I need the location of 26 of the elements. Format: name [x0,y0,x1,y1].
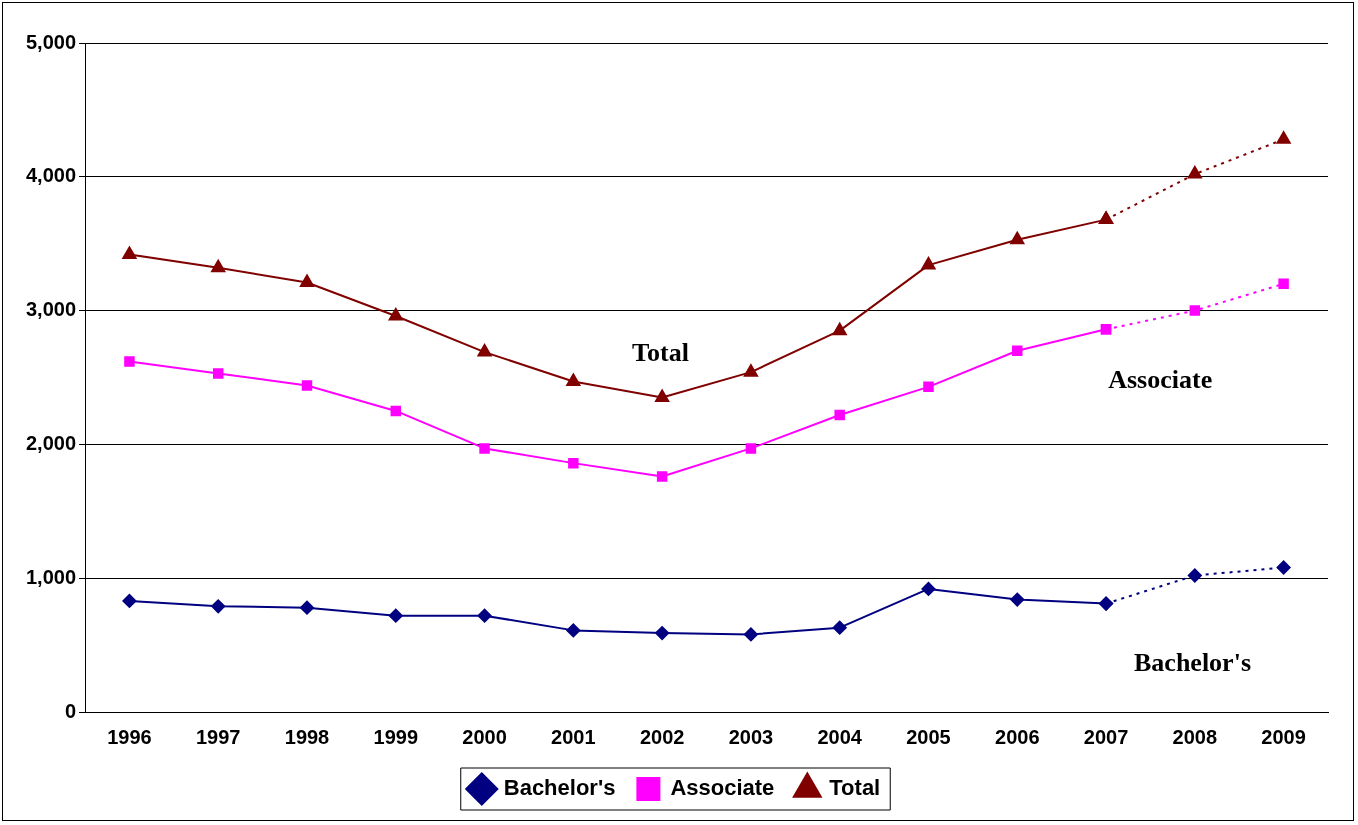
x-tick-label: 2000 [462,725,507,748]
x-tick-label: 1999 [373,725,419,748]
y-tick-label: 1,000 [25,565,77,588]
y-tick-label: 3,000 [25,298,77,321]
annotation: Bachelor's [1134,647,1252,677]
y-tick-label: 4,000 [25,164,77,187]
x-tick-label: 2004 [817,725,863,748]
x-tick-label: 2008 [1172,725,1218,748]
y-tick-label: 2,000 [25,431,77,454]
x-tick-label: 2003 [728,725,774,748]
x-tick-label: 2006 [995,725,1040,748]
x-tick-label: 2007 [1083,725,1129,748]
x-tick-label: 1998 [284,725,330,748]
x-tick-label: 1996 [107,725,152,748]
x-tick-label: 2005 [906,725,951,748]
x-tick-label: 1997 [195,725,241,748]
x-tick-label: 2001 [551,725,596,748]
annotation: Total [632,337,689,367]
y-tick-label: 5,000 [25,30,77,53]
legend-label: Associate [670,775,775,801]
x-tick-label: 2002 [639,725,685,748]
y-tick-label: 0 [64,699,77,722]
x-tick-label: 2009 [1261,725,1306,748]
legend-label: Bachelor's [503,775,616,801]
legend-label: Total [829,775,881,801]
annotation: Associate [1108,364,1213,394]
